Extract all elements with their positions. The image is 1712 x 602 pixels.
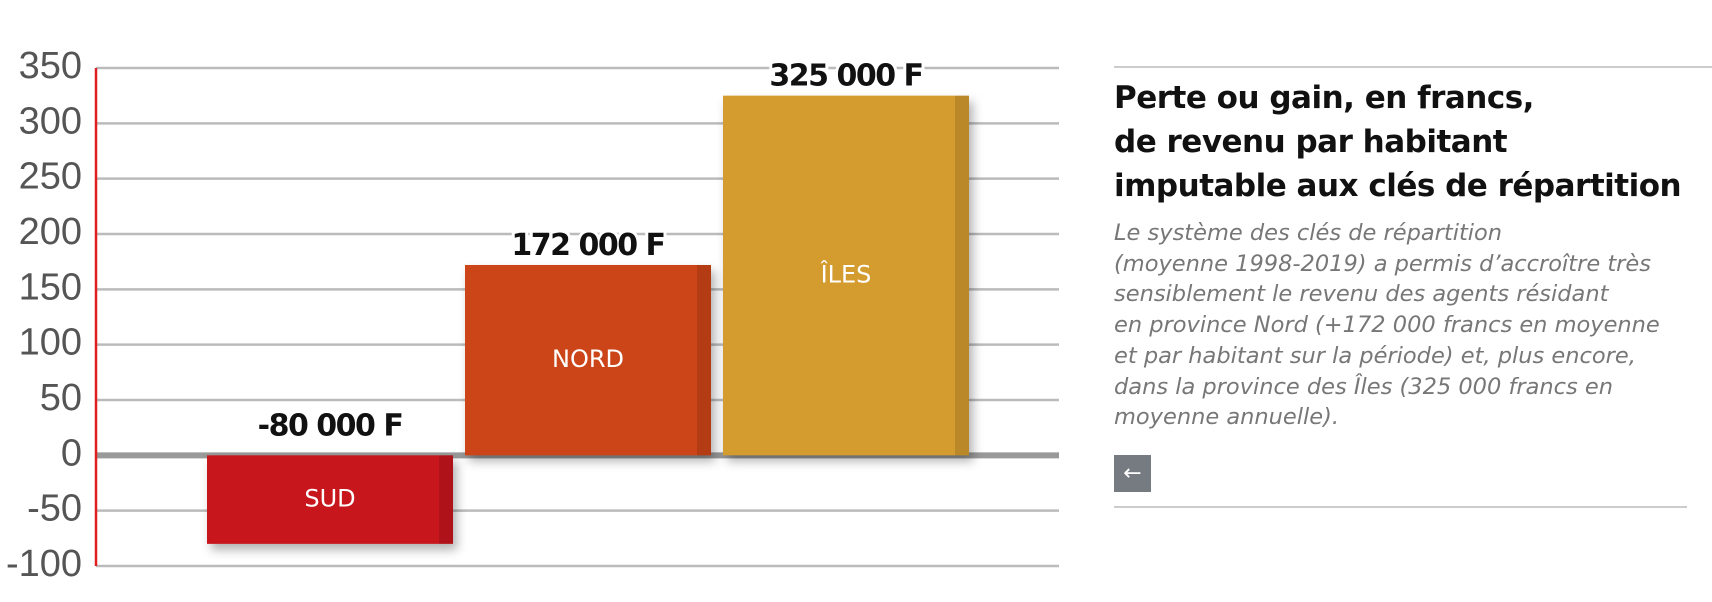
- bar-shade: [439, 455, 453, 544]
- divider: [1114, 505, 1687, 508]
- bar-shade: [955, 95, 969, 456]
- text-line: de revenu par habitant: [1114, 124, 1508, 160]
- side-panel: Perte ou gain, en francs, de revenu par h…: [1114, 66, 1712, 508]
- text-line: imputable aux clés de répartition: [1114, 168, 1682, 204]
- text-line: sensiblement le revenu des agents résida…: [1114, 281, 1609, 308]
- y-tick-label: 250: [19, 156, 82, 198]
- bar: [207, 455, 453, 544]
- bar: [465, 264, 711, 456]
- y-tick-label: 200: [19, 211, 82, 253]
- y-tick-label: 150: [19, 266, 82, 308]
- panel-title: Perte ou gain, en francs, de revenu par h…: [1114, 76, 1712, 208]
- y-tick-label: 100: [19, 322, 82, 364]
- text-line: et par habitant sur la période) et, plus…: [1114, 342, 1636, 369]
- y-tick-label: -100: [6, 543, 82, 585]
- bar: [723, 95, 969, 456]
- value-label: 172 000 F: [511, 228, 664, 263]
- text-line: (moyenne 1998-2019) a permis d’accroître…: [1114, 250, 1652, 277]
- chart: -100 -50 0 50 100 150 200 250 300 350 SUD -80 000 F…: [6, 45, 1059, 585]
- category-label: NORD: [552, 345, 624, 373]
- text-line: dans la province des Îles (325 000 franc…: [1114, 373, 1614, 400]
- text-line: Le système des clés de répartition: [1114, 220, 1503, 246]
- category-label: ÎLES: [820, 260, 872, 289]
- y-tick-label: 50: [40, 377, 82, 419]
- text-line: moyenne annuelle).: [1114, 404, 1340, 431]
- y-tick-label: 0: [61, 432, 82, 474]
- text-line: Perte ou gain, en francs,: [1114, 80, 1534, 116]
- value-label: 325 000 F: [769, 59, 922, 94]
- panel-description: Le système des clés de répartition (moyen…: [1114, 218, 1712, 433]
- y-tick-label: 350: [19, 45, 82, 87]
- back-button[interactable]: ←: [1114, 454, 1151, 492]
- value-label: -80 000 F: [258, 408, 403, 443]
- y-tick-label: 300: [19, 100, 82, 142]
- y-tick-label: -50: [27, 488, 82, 530]
- bar-shade: [697, 264, 711, 456]
- category-label: SUD: [304, 485, 355, 513]
- text-line: en province Nord (+172 000 francs en moy…: [1114, 312, 1660, 339]
